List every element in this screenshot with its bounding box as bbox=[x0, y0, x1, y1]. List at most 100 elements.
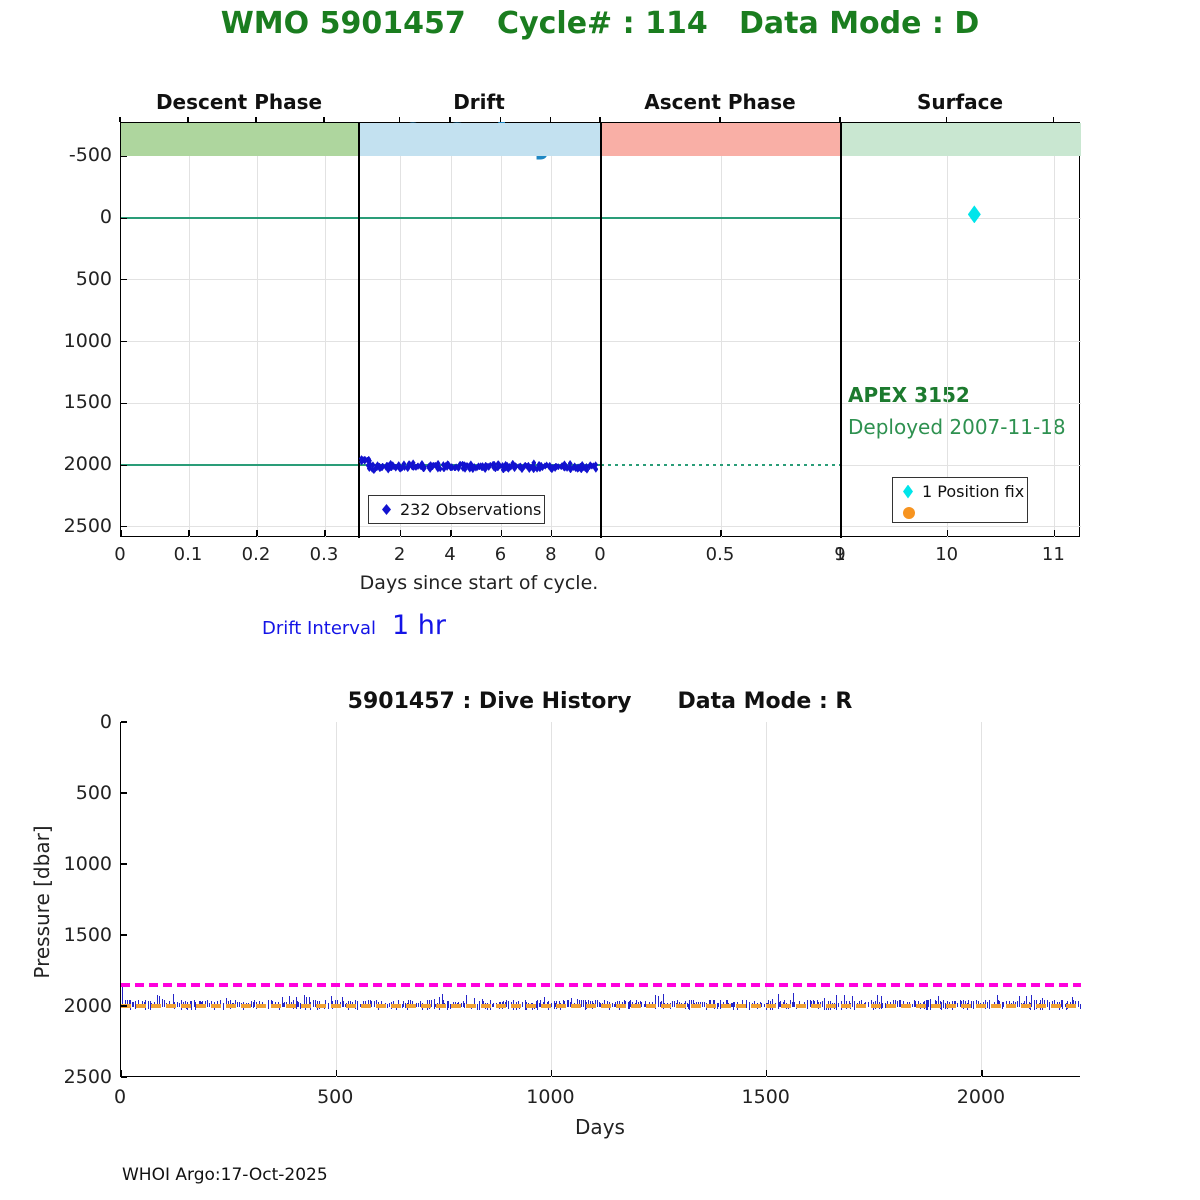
dive-pressure-spike bbox=[768, 999, 770, 1007]
drift-observation-marker bbox=[407, 460, 413, 468]
drift-observation-marker bbox=[578, 466, 584, 474]
x-tick-mark bbox=[121, 1070, 123, 1076]
dive-pressure-spike bbox=[712, 1000, 714, 1007]
dive-pressure-spike bbox=[881, 996, 883, 1009]
drift-observation-marker bbox=[568, 466, 574, 474]
drift-observation-marker bbox=[593, 465, 599, 473]
drift-observation-marker bbox=[546, 463, 552, 471]
dive-pressure-spike bbox=[1071, 997, 1073, 1007]
drift-observation-marker bbox=[532, 464, 538, 472]
drift-observation-marker bbox=[437, 465, 443, 473]
x-tick-label: 1 bbox=[834, 544, 846, 565]
observations-legend: 232 Observations bbox=[368, 495, 545, 524]
y-tick-label: -500 bbox=[68, 144, 112, 167]
x-tick-mark bbox=[766, 1070, 768, 1076]
dive-pressure-spike bbox=[281, 997, 283, 1007]
x-tick-label: 10 bbox=[935, 544, 959, 565]
drift-observation-marker bbox=[495, 460, 501, 468]
drift-observation-marker bbox=[434, 463, 440, 471]
drift-interval-value: 1 hr bbox=[392, 610, 446, 641]
x-tick-mark bbox=[600, 530, 602, 536]
dive-pressure-spike bbox=[441, 994, 443, 1007]
drift-observation-marker bbox=[519, 466, 525, 474]
dive-pressure-spike bbox=[1046, 999, 1048, 1007]
dive-pressure-spike bbox=[742, 1000, 744, 1007]
drift-observation-marker bbox=[491, 464, 497, 472]
dive-pressure-spike bbox=[297, 1000, 299, 1007]
drift-observation-marker bbox=[537, 465, 543, 473]
dive-pressure-spike bbox=[350, 1000, 352, 1007]
dive-pressure-spike bbox=[431, 999, 432, 1007]
dive-pressure-spike bbox=[1054, 1000, 1056, 1007]
x-tick-mark bbox=[720, 530, 722, 536]
drift-observation-marker bbox=[497, 462, 503, 470]
x-tick-label: 0.1 bbox=[173, 544, 203, 565]
position-fix-legend-label: 1 Position fix bbox=[922, 482, 1025, 501]
deployed-date-label: Deployed 2007-11-18 bbox=[848, 415, 1066, 439]
dive-pressure-spike bbox=[506, 1000, 508, 1007]
x-tick-mark bbox=[256, 530, 258, 536]
dive-pressure-spike bbox=[270, 1000, 272, 1007]
position-fix-diamond-icon bbox=[903, 484, 913, 499]
drift-observation-marker bbox=[583, 463, 589, 471]
dive-pressure-spike bbox=[330, 996, 332, 1009]
dive-pressure-spike bbox=[997, 999, 999, 1007]
drift-observation-marker bbox=[535, 463, 541, 471]
drift-observation-marker bbox=[410, 459, 416, 467]
y-tick-label: 500 bbox=[75, 267, 112, 290]
drift-observation-marker bbox=[362, 455, 368, 463]
drift-observation-marker bbox=[528, 463, 534, 471]
drift-observation-marker bbox=[374, 464, 380, 472]
dive-pressure-spike bbox=[540, 1000, 542, 1007]
y-tick-mark bbox=[121, 1005, 127, 1007]
drift-observation-marker bbox=[418, 463, 424, 471]
drift-observation-marker bbox=[370, 461, 376, 469]
dive-pressure-spike bbox=[312, 1000, 314, 1007]
drift-observation-marker bbox=[366, 457, 372, 465]
dive-pressure-spike bbox=[1026, 996, 1028, 1007]
dive-pressure-spike bbox=[219, 1000, 221, 1007]
y-tick-mark bbox=[121, 526, 127, 528]
dive-pressure-spike bbox=[624, 1000, 626, 1007]
drift-observation-marker bbox=[508, 463, 514, 471]
dive-pressure-spike bbox=[122, 985, 124, 1006]
y-tick-label: 2000 bbox=[63, 453, 112, 476]
dive-pressure-spike bbox=[654, 995, 656, 1010]
drift-observation-marker bbox=[517, 462, 523, 470]
park-pressure-line bbox=[121, 463, 601, 467]
x-tick-mark bbox=[981, 1070, 983, 1076]
dive-history-chart bbox=[120, 721, 1081, 1078]
drift-observation-marker bbox=[460, 460, 466, 468]
drift-observation-marker bbox=[427, 464, 433, 472]
dive-pressure-spike bbox=[999, 1000, 1001, 1007]
drift-observation-marker bbox=[401, 460, 407, 468]
gridline-x bbox=[766, 722, 768, 1077]
drift-observation-marker bbox=[550, 464, 556, 472]
drift-observation-marker bbox=[552, 465, 558, 472]
x-tick-label: 2000 bbox=[956, 1086, 1006, 1108]
dive-pressure-spike bbox=[137, 1000, 139, 1007]
dive-pressure-spike bbox=[202, 1000, 204, 1007]
x-tick-mark-top bbox=[323, 117, 325, 122]
gridline-x bbox=[981, 722, 983, 1077]
y-tick-label: 1500 bbox=[63, 391, 112, 414]
x-tick-mark bbox=[399, 530, 402, 536]
dive-pressure-spike bbox=[1073, 999, 1075, 1007]
drift-observation-marker bbox=[385, 462, 391, 470]
dive-pressure-spike bbox=[420, 1000, 422, 1007]
dive-pressure-spike bbox=[303, 995, 305, 1007]
dive-pressure-spike bbox=[481, 998, 483, 1007]
dive-pressure-spike bbox=[677, 1000, 679, 1007]
dive-pressure-spike bbox=[672, 1000, 674, 1007]
y-tick-label: 500 bbox=[75, 782, 112, 804]
drift-observation-marker bbox=[441, 465, 447, 473]
gridline-x bbox=[947, 123, 949, 538]
drift-observation-marker bbox=[405, 465, 411, 473]
drift-observation-marker bbox=[505, 465, 511, 473]
dive-pressure-spike bbox=[309, 996, 310, 1007]
dive-pressure-spike bbox=[793, 993, 795, 1007]
dive-pressure-spike bbox=[544, 996, 546, 1007]
dive-pressure-spike bbox=[725, 1000, 727, 1007]
y-tick-mark bbox=[121, 863, 127, 865]
dive-pressure-spike bbox=[433, 998, 435, 1009]
